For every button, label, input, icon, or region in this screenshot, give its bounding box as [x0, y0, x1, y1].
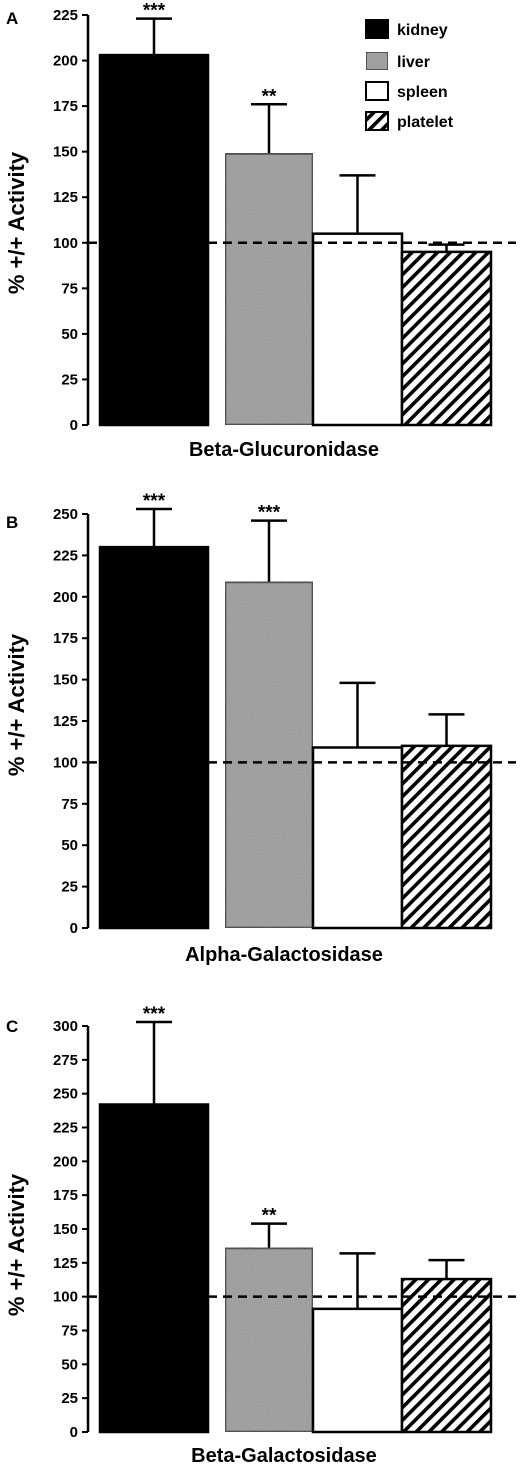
x-axis-title: Alpha-Galactosidase [185, 944, 383, 966]
y-tick-label: 300 [53, 1018, 78, 1035]
y-tick-label: 75 [61, 796, 78, 813]
y-tick-label: 100 [53, 754, 78, 771]
bar-kidney [98, 545, 210, 930]
y-tick-label: 125 [53, 189, 78, 206]
y-tick-label: 25 [61, 879, 78, 896]
y-tick-label: 225 [53, 1120, 78, 1137]
legend-label-liver: liver [397, 54, 430, 71]
panel-letter: A [6, 9, 18, 28]
panel-letter: B [6, 513, 18, 532]
significance-label: *** [143, 1, 166, 22]
y-tick-label: 150 [53, 144, 78, 161]
y-tick-label: 275 [53, 1052, 78, 1069]
panel-b: B % +/+ Activity Alpha-Galactosidase 0 25… [4, 491, 516, 966]
y-tick-label: 200 [53, 1153, 78, 1170]
panel-a: A % +/+ Activity Beta-Glucuronidase 0 25 5… [4, 1, 516, 461]
y-tick-label: 250 [53, 506, 78, 523]
legend-label-platelet: platelet [397, 114, 454, 131]
panel-c: C % +/+ Activity Beta-Galactosidase 0 25 5… [4, 1004, 516, 1467]
bar-kidney [98, 53, 210, 427]
legend-swatch-kidney [365, 19, 389, 39]
y-tick-label: 100 [53, 235, 78, 252]
y-tick-label: 225 [53, 7, 78, 24]
x-axis-title: Beta-Galactosidase [191, 1445, 377, 1467]
bar-liver [223, 152, 315, 427]
y-tick-label: 100 [53, 1289, 78, 1306]
y-tick-label: 75 [61, 1323, 78, 1340]
legend: kidney liver spleen platelet [365, 19, 454, 131]
y-tick-label: 125 [53, 1255, 78, 1272]
y-tick-label: 50 [61, 326, 78, 343]
y-tick-label: 0 [70, 920, 78, 937]
bar-spleen [311, 232, 404, 427]
bar-platelet [400, 1277, 493, 1434]
y-tick-label: 225 [53, 547, 78, 564]
y-tick-label: 50 [61, 837, 78, 854]
legend-swatch-liver [365, 51, 389, 71]
bar-platelet [400, 744, 493, 930]
significance-label: *** [143, 491, 166, 512]
y-tick-label: 175 [53, 98, 78, 115]
bar-liver [223, 1246, 315, 1434]
y-tick-label: 200 [53, 589, 78, 606]
x-axis-title: Beta-Glucuronidase [189, 439, 379, 461]
legend-label-kidney: kidney [397, 22, 448, 39]
chart-marks: 0 25 50 75 100 125 150 175 200 225 250 *** *** [53, 491, 516, 937]
y-tick-label: 0 [70, 1424, 78, 1441]
bar-liver [223, 580, 315, 930]
bar-kidney [98, 1103, 210, 1434]
y-tick-label: 0 [70, 417, 78, 434]
y-axis-title: % +/+ Activity [4, 151, 29, 294]
bar-spleen [311, 746, 404, 930]
y-tick-label: 125 [53, 713, 78, 730]
y-tick-label: 150 [53, 1221, 78, 1238]
y-axis-title: % +/+ Activity [4, 1173, 29, 1316]
y-tick-label: 25 [61, 371, 78, 388]
y-tick-label: 25 [61, 1390, 78, 1407]
significance-label: ** [262, 86, 277, 107]
significance-label: *** [143, 1004, 166, 1025]
y-tick-label: 150 [53, 672, 78, 689]
y-axis-title: % +/+ Activity [4, 633, 29, 776]
y-tick-label: 250 [53, 1086, 78, 1103]
y-tick-label: 50 [61, 1356, 78, 1373]
significance-label: *** [258, 503, 281, 524]
panel-letter: C [6, 1017, 18, 1036]
legend-swatch-spleen [365, 81, 389, 101]
y-tick-label: 75 [61, 280, 78, 297]
bar-spleen [311, 1307, 404, 1434]
y-tick-label: 175 [53, 1187, 78, 1204]
legend-swatch-platelet [365, 111, 389, 131]
bar-platelet [400, 250, 493, 427]
y-tick-label: 175 [53, 630, 78, 647]
y-tick-label: 200 [53, 53, 78, 70]
significance-label: ** [262, 1206, 277, 1227]
legend-label-spleen: spleen [397, 84, 448, 101]
